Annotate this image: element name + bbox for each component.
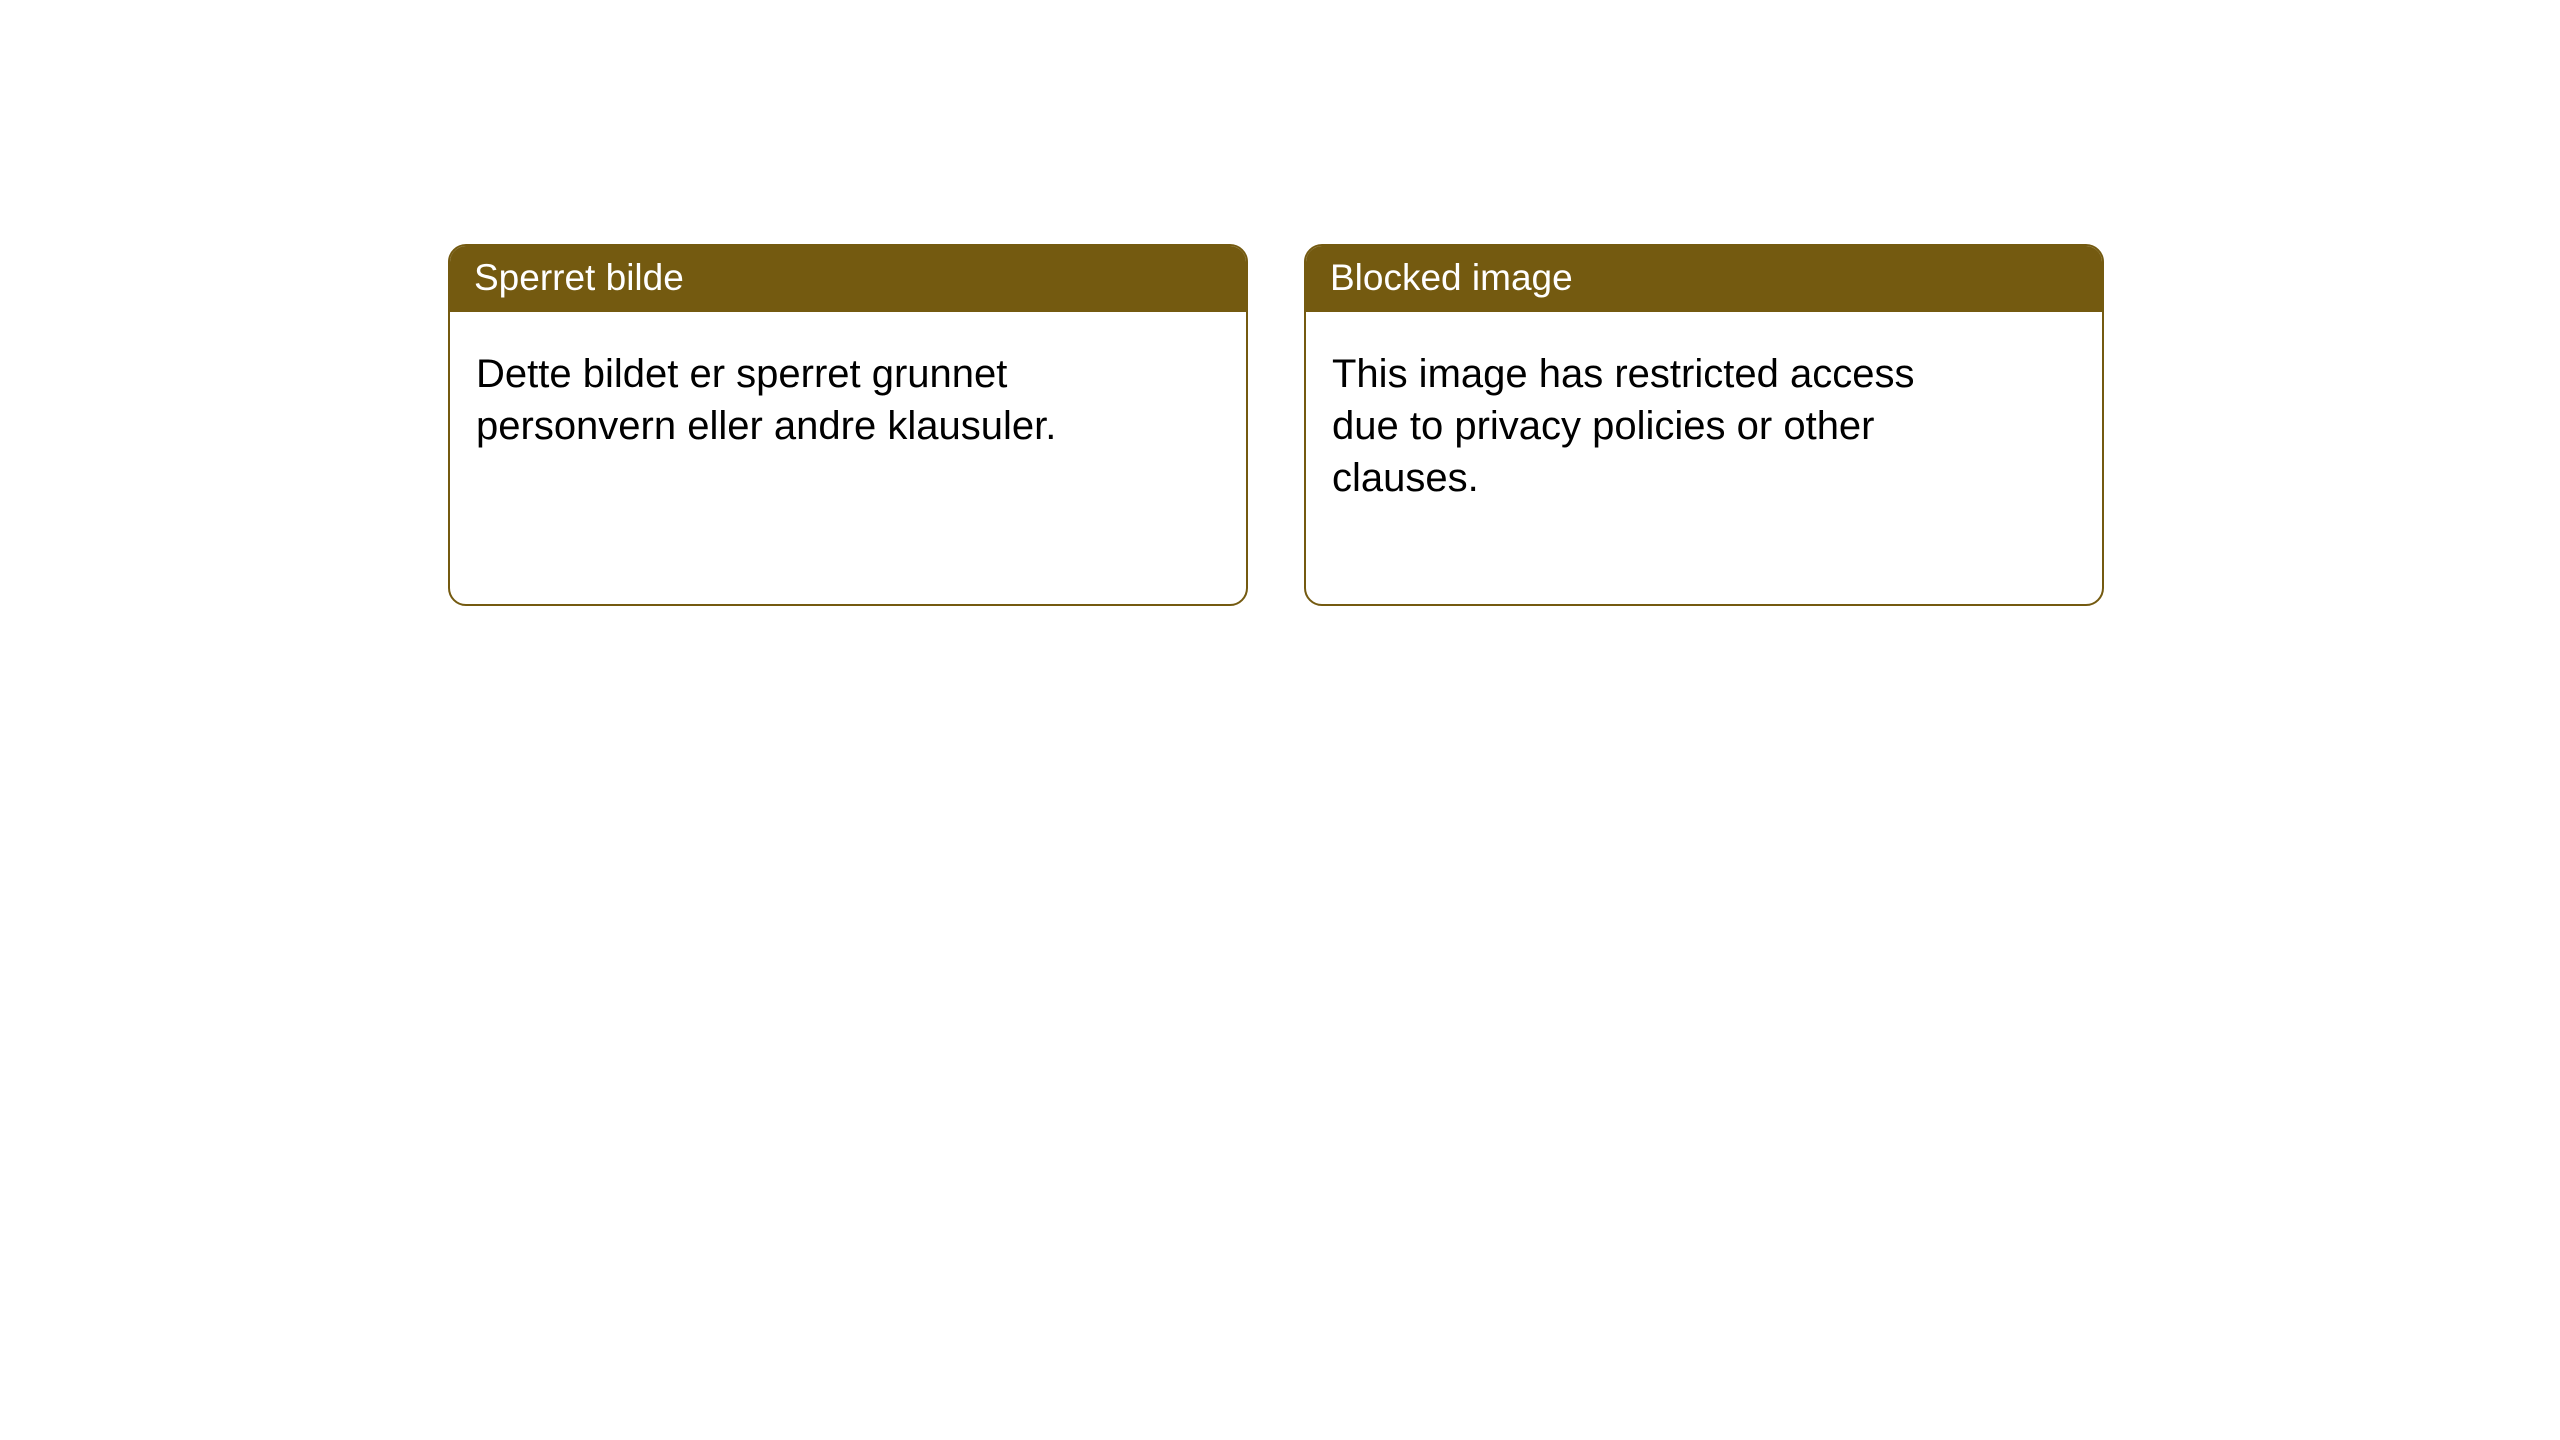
card-body: This image has restricted access due to … — [1306, 312, 2102, 604]
notice-card-english: Blocked image This image has restricted … — [1304, 244, 2104, 606]
card-header: Sperret bilde — [450, 246, 1246, 312]
card-body: Dette bildet er sperret grunnet personve… — [450, 312, 1246, 552]
notice-card-norwegian: Sperret bilde Dette bildet er sperret gr… — [448, 244, 1248, 606]
card-header: Blocked image — [1306, 246, 2102, 312]
card-title: Blocked image — [1330, 257, 1573, 298]
card-message: This image has restricted access due to … — [1332, 348, 1992, 504]
notice-cards-container: Sperret bilde Dette bildet er sperret gr… — [448, 244, 2560, 606]
card-title: Sperret bilde — [474, 257, 684, 298]
card-message: Dette bildet er sperret grunnet personve… — [476, 348, 1136, 452]
